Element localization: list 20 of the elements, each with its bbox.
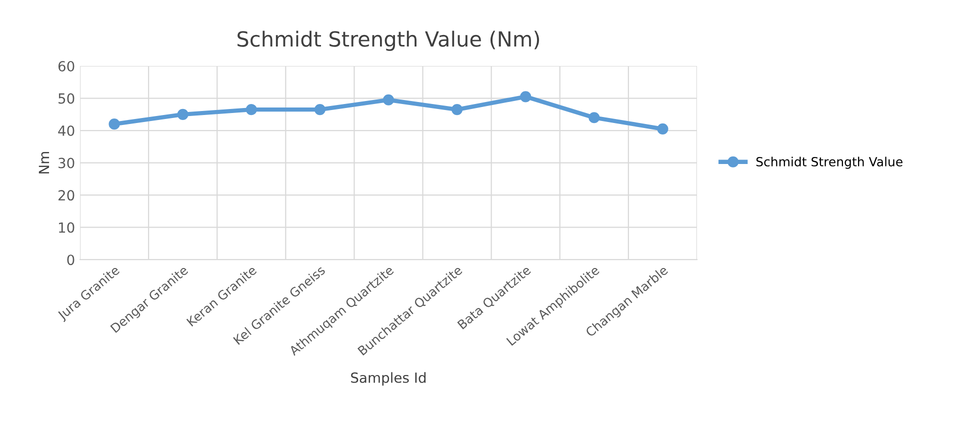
point — [177, 108, 188, 120]
legend-label: Schmidt Strength Value — [756, 156, 902, 169]
y-axis-title: Nm — [38, 152, 50, 174]
chart-title: Schmidt Strength Value (Nm) — [238, 30, 540, 51]
point — [382, 94, 394, 106]
point — [314, 104, 326, 116]
x-axis-title: Samples Id — [351, 372, 426, 386]
point — [520, 91, 532, 102]
y-tick-label: 40 — [58, 126, 74, 136]
y-tick-label: 10 — [59, 222, 74, 233]
point — [588, 112, 600, 124]
point — [451, 104, 463, 116]
y-tick-label: 30 — [58, 158, 74, 168]
point — [246, 104, 257, 116]
y-tick-label: 20 — [58, 190, 74, 201]
y-tick-label: 60 — [58, 60, 74, 72]
point — [108, 118, 120, 130]
y-tick-label: 50 — [58, 93, 74, 104]
point — [657, 123, 668, 134]
y-tick-label: 0 — [67, 254, 74, 266]
